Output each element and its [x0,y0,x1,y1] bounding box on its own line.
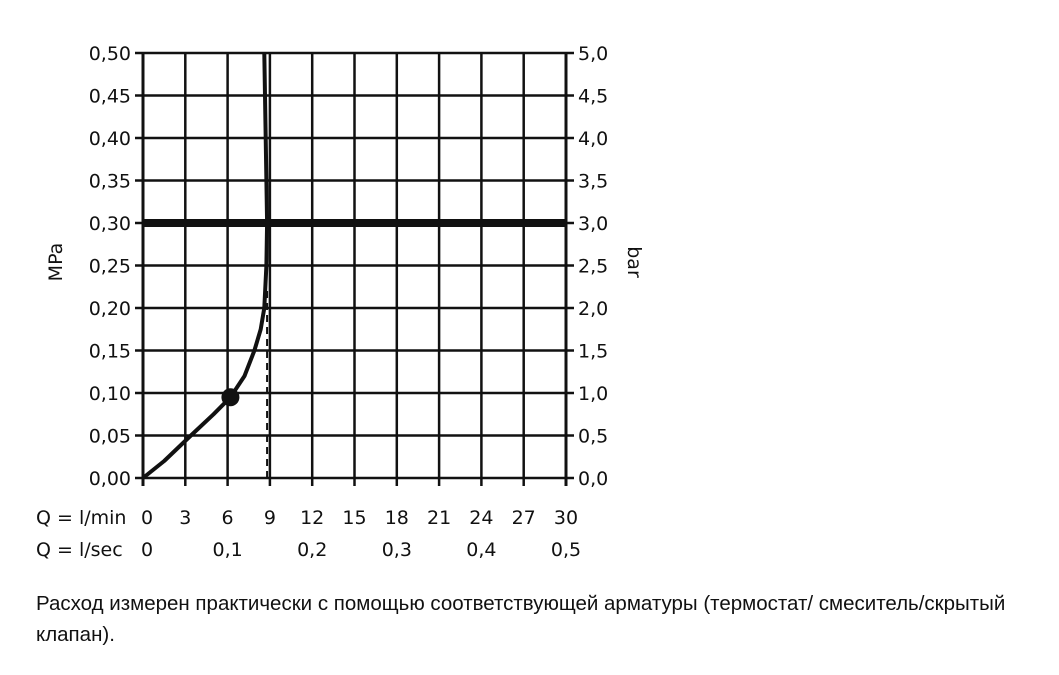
x-tick-label: 0 [141,539,153,561]
x-tick-label: 12 [300,507,324,529]
y-tick-label-left: 0,10 [89,383,131,405]
x-tick-label: 0,3 [382,539,412,561]
y-axis-label-left: MPa [45,243,67,282]
caption: Расход измерен практически с помощью соо… [36,592,1006,646]
y-tick-label-right: 2,0 [578,298,608,320]
x-tick-label: 0,1 [212,539,242,561]
y-tick-label-left: 0,20 [89,298,131,320]
y-tick-label-left: 0,00 [89,468,131,490]
y-axis-label-right: bar [623,246,645,278]
operating-point-marker [221,388,240,407]
x-tick-label: 3 [179,507,191,529]
x-tick-label: 27 [512,507,536,529]
x-tick-label: 0 [141,507,153,529]
y-tick-label-right: 3,0 [578,213,608,235]
x-tick-label: 0,2 [297,539,327,561]
y-tick-label-right: 0,5 [578,426,608,448]
y-tick-label-right: 2,5 [578,256,608,278]
y-tick-label-right: 5,0 [578,43,608,65]
x-tick-label: 21 [427,507,451,529]
y-tick-label-left: 0,05 [89,426,131,448]
flow-pressure-chart: 0,000,050,100,150,200,250,300,350,400,45… [36,43,645,561]
y-tick-label-right: 0,0 [578,468,608,490]
y-tick-label-right: 1,5 [578,341,608,363]
x-tick-label: 0,5 [551,539,581,561]
y-tick-label-left: 0,35 [89,171,131,193]
x-tick-label: 6 [222,507,234,529]
marks [141,52,566,480]
y-tick-label-right: 1,0 [578,383,608,405]
labels: 0,000,050,100,150,200,250,300,350,400,45… [36,43,645,561]
y-tick-label-left: 0,25 [89,256,131,278]
x-tick-label: 9 [264,507,276,529]
x-tick-label: 30 [554,507,578,529]
x-axis-row-label: Q = l/sec [36,539,123,561]
y-tick-label-left: 0,50 [89,43,131,65]
x-tick-label: 0,4 [466,539,496,561]
flow-curve [141,52,270,480]
y-tick-label-left: 0,40 [89,128,131,150]
x-tick-label: 24 [469,507,493,529]
y-tick-label-left: 0,15 [89,341,131,363]
x-tick-label: 18 [385,507,409,529]
y-tick-label-left: 0,30 [89,213,131,235]
y-tick-label-right: 3,5 [578,171,608,193]
x-axis-row-label: Q = l/min [36,507,126,529]
y-tick-label-right: 4,0 [578,128,608,150]
x-tick-label: 15 [342,507,366,529]
y-tick-label-left: 0,45 [89,86,131,108]
grid [135,51,574,486]
y-tick-label-right: 4,5 [578,86,608,108]
